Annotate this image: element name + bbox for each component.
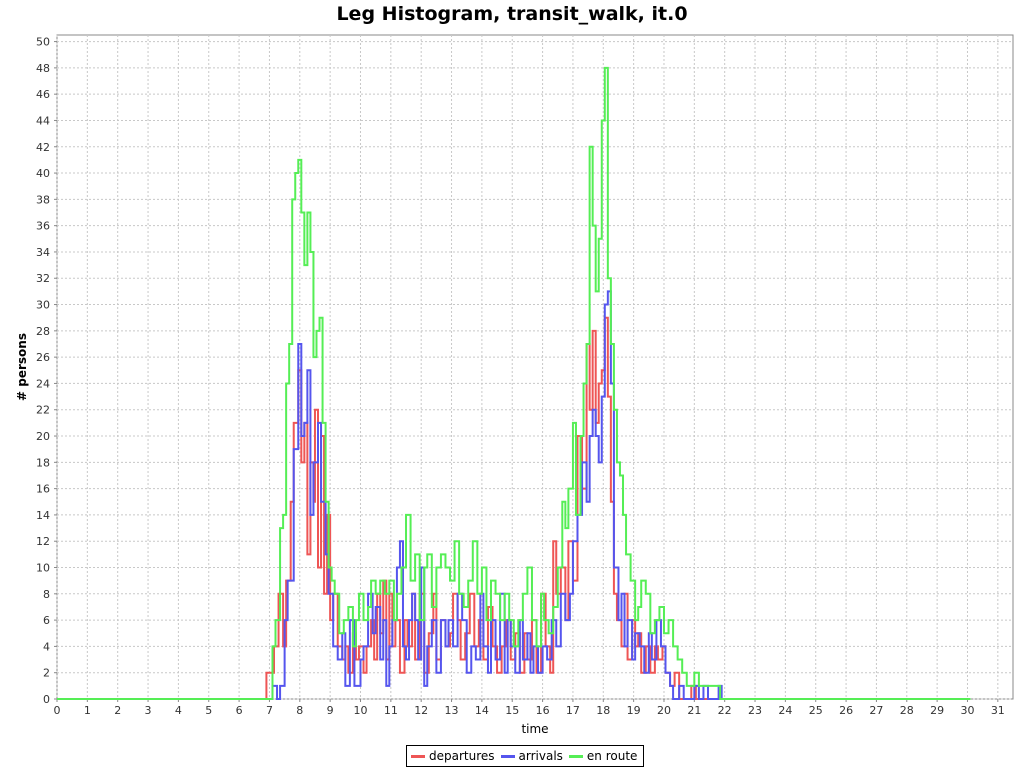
x-tick-label: 6 <box>236 704 243 717</box>
y-tick-label: 44 <box>36 114 50 127</box>
series-line-en-route <box>57 66 971 700</box>
x-tick-label: 26 <box>839 704 853 717</box>
x-tick-label: 30 <box>960 704 974 717</box>
series-line-arrivals <box>57 290 971 700</box>
y-tick-label: 28 <box>36 325 50 338</box>
x-tick-label: 23 <box>748 704 762 717</box>
y-tick-label: 16 <box>36 483 50 496</box>
y-tick-label: 18 <box>36 456 50 469</box>
legend-swatch-en-route <box>568 754 583 758</box>
x-tick-label: 1 <box>84 704 91 717</box>
y-tick-label: 4 <box>43 640 50 653</box>
x-tick-label: 29 <box>930 704 944 717</box>
y-tick-label: 50 <box>36 36 50 49</box>
x-tick-label: 21 <box>687 704 701 717</box>
x-tick-label: 5 <box>205 704 212 717</box>
x-tick-label: 28 <box>900 704 914 717</box>
x-tick-label: 7 <box>266 704 273 717</box>
x-tick-label: 14 <box>475 704 489 717</box>
y-tick-label: 20 <box>36 430 50 443</box>
x-tick-label: 22 <box>718 704 732 717</box>
y-tick-label: 48 <box>36 62 50 75</box>
x-tick-label: 11 <box>384 704 398 717</box>
y-tick-label: 30 <box>36 299 50 312</box>
y-tick-label: 14 <box>36 509 50 522</box>
x-tick-label: 20 <box>657 704 671 717</box>
x-tick-label: 10 <box>353 704 367 717</box>
y-tick-label: 2 <box>43 667 50 680</box>
x-tick-label: 17 <box>566 704 580 717</box>
plot-area <box>56 34 1014 700</box>
y-tick-label: 32 <box>36 272 50 285</box>
x-tick-label: 3 <box>145 704 152 717</box>
x-tick-label: 27 <box>869 704 883 717</box>
series-lines <box>57 66 971 700</box>
legend-label-arrivals: arrivals <box>518 749 563 763</box>
y-tick-label: 46 <box>36 88 50 101</box>
x-tick-label: 13 <box>445 704 459 717</box>
y-tick-label: 42 <box>36 141 50 154</box>
x-tick-label: 15 <box>505 704 519 717</box>
y-tick-label: 24 <box>36 377 50 390</box>
legend-label-en-route: en route <box>586 749 638 763</box>
y-tick-label: 6 <box>43 614 50 627</box>
x-tick-label: 4 <box>175 704 182 717</box>
legend-item-arrivals: arrivals <box>500 749 563 763</box>
y-tick-label: 8 <box>43 588 50 601</box>
legend-swatch-departures <box>411 754 425 758</box>
x-tick-label: 16 <box>536 704 550 717</box>
x-tick-label: 2 <box>114 704 121 717</box>
y-tick-label: 12 <box>36 535 50 548</box>
y-tick-label: 26 <box>36 351 50 364</box>
x-tick-label: 31 <box>991 704 1005 717</box>
x-tick-label: 19 <box>627 704 641 717</box>
x-tick-label: 24 <box>778 704 792 717</box>
y-tick-label: 34 <box>36 246 50 259</box>
chart-title: Leg Histogram, transit_walk, it.0 <box>336 3 688 25</box>
legend-swatch-arrivals <box>500 754 515 758</box>
y-tick-label: 0 <box>43 693 50 706</box>
legend-item-departures: departures <box>411 749 495 763</box>
y-tick-label: 22 <box>36 404 50 417</box>
legend-item-en-route: en route <box>568 749 638 763</box>
x-tick-label: 18 <box>596 704 610 717</box>
chart-legend: departures arrivals en route <box>406 745 645 767</box>
x-tick-label: 25 <box>809 704 823 717</box>
x-tick-label: 0 <box>54 704 61 717</box>
series-line-departures <box>57 316 971 700</box>
y-tick-label: 38 <box>36 193 50 206</box>
x-tick-label: 9 <box>327 704 334 717</box>
y-axis-label: # persons <box>15 333 29 401</box>
legend-label-departures: departures <box>429 749 495 763</box>
y-tick-label: 10 <box>36 562 50 575</box>
axis-ticks: 0 1 2 3 4 5 6 7 8 9 10 11 12 13 14 15 16 17 18 19 20 21 22 23 24… <box>36 36 1005 717</box>
y-tick-label: 36 <box>36 220 50 233</box>
y-tick-label: 40 <box>36 167 50 180</box>
x-tick-label: 12 <box>414 704 428 717</box>
x-axis-label: time <box>521 722 548 736</box>
x-tick-label: 8 <box>296 704 303 717</box>
